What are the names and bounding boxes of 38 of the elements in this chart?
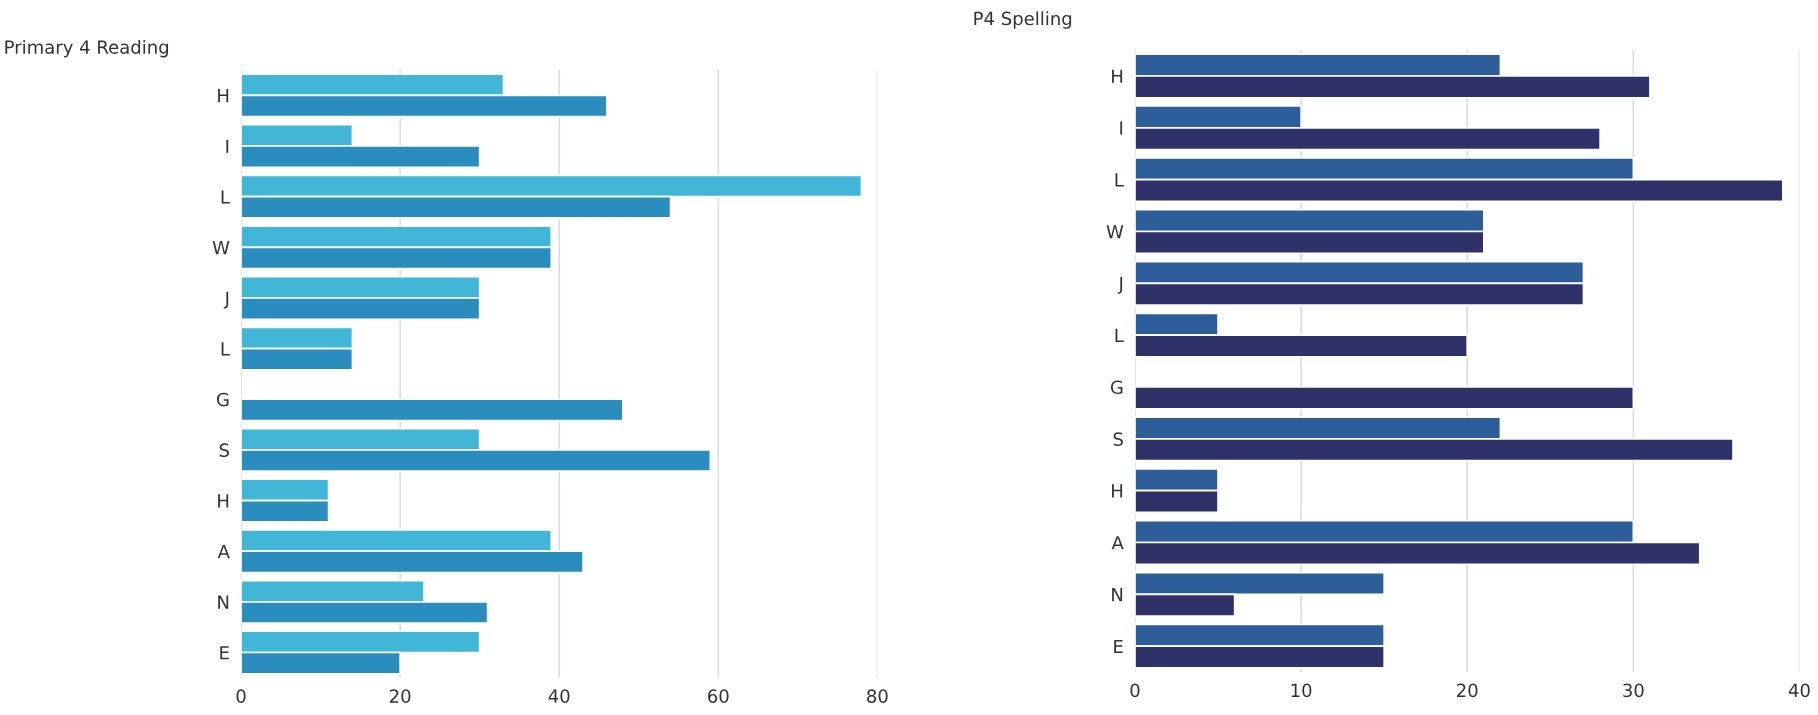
- y-tick-label: N: [1112, 588, 1123, 602]
- bar: [1134, 386, 1635, 410]
- y-tick-label: L: [1115, 328, 1124, 343]
- y-tick-label: I: [1120, 121, 1123, 135]
- bar: [241, 398, 624, 422]
- y-tick-label: W: [212, 241, 230, 255]
- text: Primary 4 Reading: [5, 39, 169, 58]
- x-tick-label: 40: [548, 689, 570, 703]
- x-tick-label: 30: [1623, 683, 1644, 698]
- y-tick-label: A: [1111, 536, 1124, 550]
- x-tick-label: 80: [867, 689, 888, 703]
- x-tick-label: 20: [389, 689, 411, 703]
- y-tick-label: E: [1114, 639, 1123, 654]
- y-tick-label: S: [219, 443, 229, 458]
- chart-title: P4 Spelling: [974, 11, 1072, 29]
- y-tick-label: G: [1110, 380, 1123, 395]
- y-tick-label: H: [218, 494, 229, 508]
- y-tick-label: I: [226, 139, 229, 153]
- y-tick-label: H: [218, 89, 229, 103]
- y-tick-label: H: [1112, 484, 1123, 498]
- x-tick-label: 60: [708, 689, 729, 703]
- y-tick-label: S: [1113, 432, 1123, 446]
- x-tick-label: 20: [1457, 683, 1478, 698]
- y-tick-label: J: [1117, 277, 1123, 294]
- y-tick-label: A: [217, 544, 230, 559]
- y-tick-label: E: [220, 646, 229, 660]
- y-tick-label: L: [221, 342, 230, 356]
- x-tick-label: 0: [236, 689, 246, 703]
- y-tick-label: N: [218, 595, 229, 609]
- y-tick-label: G: [216, 392, 229, 407]
- y-tick-label: H: [1112, 69, 1123, 83]
- y-tick-label: L: [1115, 173, 1124, 187]
- y-tick-label: W: [1106, 225, 1124, 239]
- x-tick-label: 40: [1788, 683, 1810, 698]
- y-tick-label: L: [221, 190, 230, 204]
- y-tick-label: J: [223, 291, 229, 309]
- x-tick-label: 0: [1130, 683, 1140, 698]
- x-tick-label: 10: [1291, 683, 1312, 698]
